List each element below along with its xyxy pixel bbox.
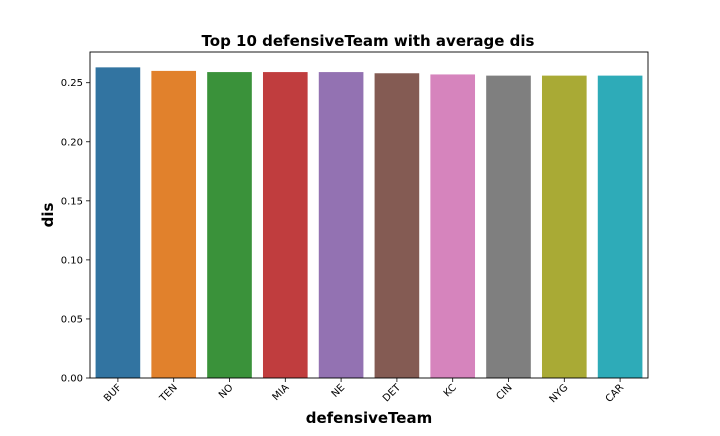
- bar-ten: [151, 70, 197, 379]
- y-axis-label: dis: [39, 203, 57, 228]
- y-tick-label: 0.25: [61, 78, 83, 89]
- plot-area: [95, 67, 643, 379]
- y-axis: 0.00 0.05 0.10 0.15 0.20 0.25: [61, 78, 90, 385]
- x-axis-label: defensiveTeam: [306, 409, 432, 427]
- x-axis: BUF TEN NO MIA NE DET KC CIN NYG CAR: [102, 378, 626, 405]
- x-tick-label: CIN: [495, 382, 515, 402]
- y-tick-label: 0.10: [61, 255, 83, 266]
- x-tick-label: TEN: [157, 382, 180, 405]
- y-tick-label: 0.15: [61, 196, 83, 207]
- x-tick-label: NYG: [548, 382, 571, 405]
- bar-ne: [318, 72, 364, 378]
- bar-mia: [262, 72, 308, 378]
- chart-title: Top 10 defensiveTeam with average dis: [202, 32, 535, 50]
- bar-nyg: [541, 75, 587, 379]
- x-tick-label: DET: [381, 382, 404, 405]
- x-tick-label: MIA: [271, 382, 292, 403]
- x-tick-label: BUF: [102, 382, 124, 404]
- y-tick-label: 0.00: [61, 374, 83, 385]
- y-tick-label: 0.20: [61, 137, 83, 148]
- bar-cin: [486, 75, 531, 379]
- x-tick-label: NO: [217, 382, 236, 401]
- x-tick-label: CAR: [604, 382, 627, 405]
- bar-buf: [95, 67, 141, 379]
- bar-no: [207, 72, 252, 378]
- x-tick-label: KC: [442, 382, 459, 399]
- x-tick-label: NE: [330, 382, 348, 400]
- bar-det: [374, 73, 420, 378]
- y-tick-label: 0.05: [61, 314, 83, 325]
- plot-frame: [89, 51, 649, 379]
- bar-kc: [430, 74, 476, 378]
- bar-car: [597, 75, 643, 379]
